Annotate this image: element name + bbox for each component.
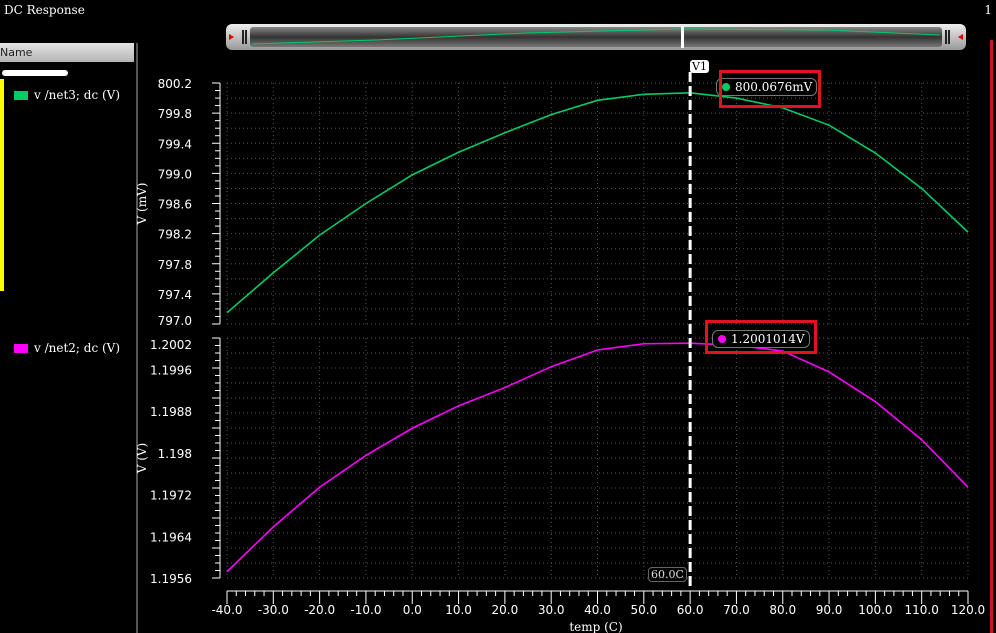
x-tick-label: 50.0 — [630, 603, 657, 617]
y-tick-label: 797.4 — [158, 288, 192, 302]
y-tick-label: 798.2 — [158, 228, 192, 242]
signal-label: v /net3; dc (V) — [34, 88, 121, 102]
x-tick-label: 70.0 — [723, 603, 750, 617]
zoom-scrollbar[interactable] — [226, 24, 966, 50]
x-tick-label: 110.0 — [905, 603, 939, 617]
readout-net2[interactable]: 1.2001014V — [712, 330, 810, 348]
color-swatch — [14, 90, 28, 100]
x-tick-label: 80.0 — [769, 603, 796, 617]
overview-trace — [251, 28, 941, 45]
readout-value: 1.2001014V — [731, 332, 805, 346]
x-tick-label: 90.0 — [816, 603, 843, 617]
y-tick-label: 1.1964 — [150, 530, 192, 544]
selection-indicator — [0, 79, 4, 291]
y-tick-label: 798.6 — [158, 198, 192, 212]
signal-panel: Name v /net3; dc (V) v /net2; dc (V) — [0, 43, 138, 633]
y-tick-label: 797.8 — [158, 258, 192, 272]
x-tick-label: -40.0 — [211, 603, 242, 617]
signal-label: v /net2; dc (V) — [34, 341, 121, 355]
scrollbar-thumb[interactable] — [250, 27, 942, 47]
x-tick-label: -20.0 — [304, 603, 335, 617]
y-tick-label: 1.198 — [158, 447, 192, 461]
signal-net3[interactable]: v /net3; dc (V) — [14, 88, 120, 102]
y-tick-label: 1.1988 — [150, 405, 192, 419]
y-tick-label: 799.8 — [158, 107, 192, 121]
y-tick-label: 1.2002 — [150, 338, 192, 352]
scroll-right-arrow-icon[interactable] — [958, 34, 963, 40]
scroll-position-marker[interactable] — [681, 26, 684, 48]
marker-v1-label[interactable]: V1 — [690, 60, 709, 73]
right-handle-icon[interactable] — [945, 30, 950, 44]
series-line — [226, 91, 969, 314]
x-tick-label: 0.0 — [403, 603, 422, 617]
x-tick-label: 10.0 — [445, 603, 472, 617]
window-title: DC Response — [4, 3, 85, 17]
page-number: 1 — [984, 3, 992, 17]
x-tick-label: -10.0 — [350, 603, 381, 617]
x-tick-label: 60.0 — [677, 603, 704, 617]
x-tick-label: 100.0 — [858, 603, 892, 617]
x-tick-label: 20.0 — [492, 603, 519, 617]
y-tick-label: 797.0 — [158, 314, 192, 328]
panel-scrollbar[interactable] — [2, 70, 68, 76]
highlight-box — [705, 320, 817, 354]
y-tick-label: 1.1996 — [150, 363, 192, 377]
x-tick-label: -30.0 — [258, 603, 289, 617]
readout-net3[interactable]: 800.0676mV — [716, 78, 818, 96]
signal-net2[interactable]: v /net2; dc (V) — [14, 341, 120, 355]
x-tick-label: 40.0 — [584, 603, 611, 617]
y-tick-label: 1.1972 — [150, 489, 192, 503]
color-swatch — [14, 343, 28, 353]
y-tick-label: 800.2 — [158, 77, 192, 91]
dot-icon — [722, 83, 730, 91]
x-tick-label: 120.0 — [951, 603, 985, 617]
y-tick-label: 799.0 — [158, 167, 192, 181]
x-axis-label: temp (C) — [569, 620, 622, 633]
series-line — [226, 342, 969, 573]
window-edge — [990, 40, 993, 633]
dot-icon — [718, 335, 726, 343]
readout-value: 800.0676mV — [735, 80, 813, 94]
highlight-box — [719, 70, 821, 108]
y-tick-label: 1.1956 — [150, 572, 192, 586]
y-tick-label: 799.4 — [158, 137, 192, 151]
marker-x-readout: 60.0C — [648, 567, 687, 582]
left-handle-icon[interactable] — [242, 30, 247, 44]
name-column-header[interactable]: Name — [0, 43, 134, 62]
x-tick-label: 30.0 — [538, 603, 565, 617]
scroll-left-arrow-icon[interactable] — [229, 34, 234, 40]
